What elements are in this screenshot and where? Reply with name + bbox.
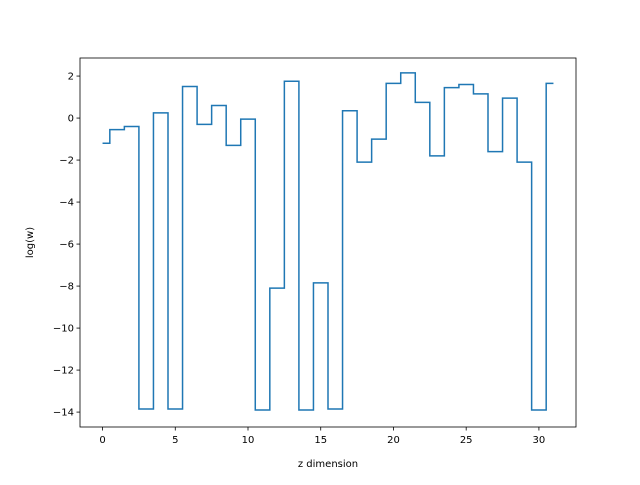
y-tick-label: −12 <box>53 366 74 377</box>
x-tick-label: 0 <box>99 435 105 446</box>
y-tick-label: 0 <box>68 114 74 125</box>
x-tick-label: 30 <box>533 435 546 446</box>
y-tick-label: −8 <box>59 282 74 293</box>
y-tick-label: −4 <box>59 198 74 209</box>
x-tick-label: 10 <box>242 435 255 446</box>
x-axis-label: z dimension <box>298 459 358 470</box>
y-tick-label: −2 <box>59 156 74 167</box>
x-tick-label: 25 <box>460 435 473 446</box>
y-axis-ticks: −14 −12 −10 −8 −6 −4 −2 0 2 <box>53 72 80 419</box>
data-layer <box>102 72 554 411</box>
y-tick-label: −10 <box>53 324 74 335</box>
y-axis-label: log(w) <box>25 227 36 258</box>
x-tick-label: 20 <box>387 435 400 446</box>
y-tick-label: −6 <box>59 240 74 251</box>
x-axis-ticks: 0 5 10 15 20 25 30 <box>99 427 545 446</box>
y-tick-label: −14 <box>53 408 74 419</box>
x-tick-label: 5 <box>172 435 178 446</box>
x-tick-label: 15 <box>314 435 327 446</box>
series-line <box>102 72 554 411</box>
y-tick-label: 2 <box>68 72 74 83</box>
plot-frame <box>79 57 577 428</box>
